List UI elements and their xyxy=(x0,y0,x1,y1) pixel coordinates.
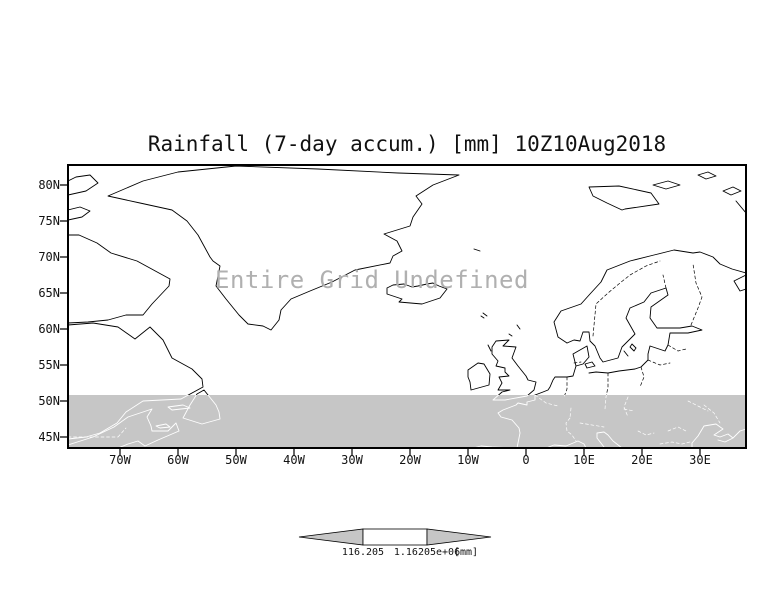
colorbar-min-label: 116.205 xyxy=(341,547,385,558)
colorbar-max-label: 1.16205e+06 xyxy=(393,547,461,558)
axis-ticks xyxy=(60,184,701,456)
lat-label-45n: 45N xyxy=(38,430,60,444)
grid-undefined-notice: Entire Grid Undefined xyxy=(215,266,529,294)
lon-label-0: 0 xyxy=(522,453,530,467)
lon-label-30w: 30W xyxy=(341,453,363,467)
lon-label-40w: 40W xyxy=(283,453,305,467)
lon-label-10w: 10W xyxy=(457,453,479,467)
colorbar-mid-cell xyxy=(362,528,428,546)
lon-label-20w: 20W xyxy=(399,453,421,467)
plot-title: Rainfall (7-day accum.) [mm] 10Z10Aug201… xyxy=(147,132,667,156)
lon-label-30e: 30E xyxy=(689,453,711,467)
colorbar xyxy=(298,528,492,546)
lon-label-60w: 60W xyxy=(167,453,189,467)
lat-label-60n: 60N xyxy=(38,322,60,336)
colorbar-right-arrow xyxy=(426,528,492,546)
lat-label-65n: 65N xyxy=(38,286,60,300)
lat-label-50n: 50N xyxy=(38,394,60,408)
lon-label-10e: 10E xyxy=(573,453,595,467)
colorbar-left-arrow xyxy=(298,528,364,546)
lon-label-50w: 50W xyxy=(225,453,247,467)
map-plot-svg xyxy=(60,164,747,456)
lat-label-80n: 80N xyxy=(38,178,60,192)
lon-label-20e: 20E xyxy=(631,453,653,467)
undefined-shade-band xyxy=(68,395,746,448)
lat-label-75n: 75N xyxy=(38,214,60,228)
plot-border xyxy=(67,164,747,449)
lat-label-55n: 55N xyxy=(38,358,60,372)
lat-label-70n: 70N xyxy=(38,250,60,264)
lon-label-70w: 70W xyxy=(109,453,131,467)
colorbar-unit-label: [mm] xyxy=(454,547,479,558)
